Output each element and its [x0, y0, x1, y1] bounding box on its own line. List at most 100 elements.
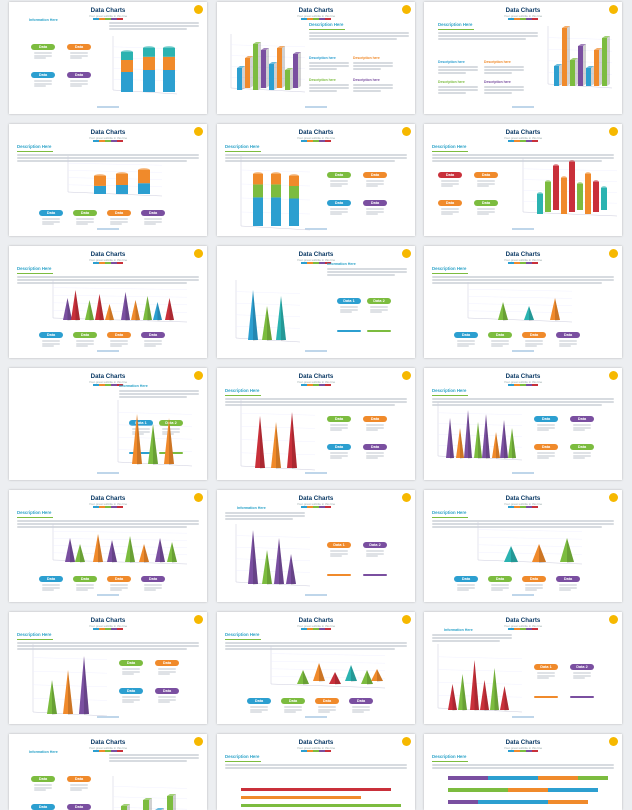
footer-link[interactable] [512, 472, 534, 474]
footer-link[interactable] [512, 594, 534, 596]
slide-thumbnail[interactable]: Data Charts Your great subtitle in this l… [9, 734, 207, 810]
color-stripe [301, 262, 307, 264]
color-stripe [520, 506, 526, 508]
footer-link[interactable] [305, 594, 327, 596]
color-stripes [93, 750, 123, 752]
paragraph-line [353, 62, 393, 64]
cone-shade [153, 424, 158, 465]
slide-thumbnail[interactable]: Data Charts Your great subtitle in this l… [217, 246, 415, 358]
data-caption: Description here [484, 80, 511, 84]
cone [105, 304, 114, 320]
footer-link[interactable] [305, 106, 327, 108]
color-stripe [520, 384, 526, 386]
paragraph-line [432, 523, 614, 526]
footer-link[interactable] [97, 594, 119, 596]
slide-thumbnail[interactable]: Data Charts Your great subtitle in this l… [424, 612, 622, 724]
slide-thumbnail[interactable]: Data Charts Your great subtitle in this l… [424, 368, 622, 480]
slide-thumbnail[interactable]: Data Charts Your great subtitle in this l… [424, 124, 622, 236]
cone-shade [253, 530, 258, 585]
pill-caption-line [110, 589, 122, 592]
footer-link[interactable] [512, 228, 534, 230]
data-pill: Data [438, 200, 462, 206]
gridline [437, 412, 523, 415]
bar-segment [545, 182, 551, 212]
cone [286, 554, 296, 584]
slide-thumbnail[interactable]: Data Charts Your great subtitle in this l… [217, 490, 415, 602]
data-pill: Data 2 [159, 420, 183, 426]
paragraph-line [309, 68, 337, 71]
slide-thumbnail[interactable]: Data Charts Your great subtitle in this l… [217, 734, 415, 810]
color-stripe [313, 18, 319, 20]
pill-caption-line [34, 57, 46, 60]
slide-subtitle: Your great subtitle in this line [88, 624, 128, 628]
bar [277, 48, 282, 88]
slide-subtitle: Your great subtitle in this line [88, 258, 128, 262]
footer-link[interactable] [97, 716, 119, 718]
slide-thumbnail[interactable]: Data Charts Your great subtitle in this l… [424, 2, 622, 114]
pill-caption-line [477, 208, 495, 210]
footer-link[interactable] [305, 228, 327, 230]
color-stripe [514, 628, 520, 630]
slide-thumbnail[interactable]: Data Charts Your great subtitle in this l… [9, 612, 207, 724]
color-stripe [319, 140, 325, 142]
color-stripes [301, 262, 331, 264]
pill-caption-line [366, 180, 384, 182]
bar-side [242, 66, 245, 90]
color-stripe [111, 628, 117, 630]
paragraph-line [17, 157, 199, 160]
footer-link[interactable] [305, 350, 327, 352]
slide-thumbnail[interactable]: Data Charts Your great subtitle in this l… [9, 246, 207, 358]
gridline [112, 796, 188, 799]
footer-link[interactable] [305, 472, 327, 474]
color-stripe [526, 506, 532, 508]
pill-caption-line [110, 340, 128, 342]
slide-title: Data Charts [298, 739, 334, 746]
data-pill: Data [107, 332, 131, 338]
pill-caption-line [537, 429, 549, 432]
color-stripe [111, 506, 117, 508]
cone-shade [67, 298, 72, 321]
footer-link[interactable] [512, 106, 534, 108]
slide-thumbnail[interactable]: Data Charts Your great subtitle in this l… [9, 368, 207, 480]
paragraph-line [353, 68, 381, 71]
data-caption: Description here [309, 78, 336, 82]
slide-thumbnail[interactable]: Data Charts Your great subtitle in this l… [217, 2, 415, 114]
gridline [235, 291, 301, 294]
footer-link[interactable] [97, 472, 119, 474]
footer-link[interactable] [305, 716, 327, 718]
data-pill: Data [363, 172, 387, 178]
chart [547, 26, 613, 89]
footer-link[interactable] [512, 350, 534, 352]
slide-thumbnail[interactable]: Data Charts Your great subtitle in this l… [424, 246, 622, 358]
color-stripe [313, 506, 319, 508]
slide-thumbnail[interactable]: Data Charts Your great subtitle in this l… [9, 2, 207, 114]
description-heading: Description Here [309, 22, 344, 27]
bar-side [282, 46, 285, 88]
footer-link[interactable] [97, 106, 119, 108]
slide-thumbnail[interactable]: Data Charts Your great subtitle in this l… [9, 124, 207, 236]
slide-subtitle: Your great subtitle in this line [88, 502, 128, 506]
color-stripe [307, 506, 313, 508]
slide-thumbnail[interactable]: Data Charts Your great subtitle in this l… [9, 490, 207, 602]
slide-thumbnail[interactable]: Data Charts Your great subtitle in this l… [424, 734, 622, 810]
footer-link[interactable] [97, 350, 119, 352]
bar-top [277, 46, 285, 48]
pill-caption-line [70, 789, 82, 792]
slide-title: Data Charts [505, 251, 541, 258]
slide-thumbnail[interactable]: Data Charts Your great subtitle in this l… [217, 368, 415, 480]
bar-top [562, 26, 570, 28]
color-stripe [105, 18, 111, 20]
slide-thumbnail[interactable]: Data Charts Your great subtitle in this l… [217, 612, 415, 724]
paragraph-line [432, 401, 614, 404]
slide-thumbnail[interactable]: Data Charts Your great subtitle in this l… [424, 490, 622, 602]
bar-top [237, 66, 245, 68]
pill-caption-line [573, 454, 591, 457]
data-pill: Data [107, 210, 131, 216]
slide-thumbnail[interactable]: Data Charts Your great subtitle in this l… [217, 124, 415, 236]
slide-subtitle: Your great subtitle in this line [503, 502, 543, 506]
footer-link[interactable] [512, 716, 534, 718]
paragraph-line [484, 69, 524, 72]
pill-caption-line [110, 586, 128, 589]
footer-link[interactable] [97, 228, 119, 230]
pill-caption-line [537, 424, 555, 426]
